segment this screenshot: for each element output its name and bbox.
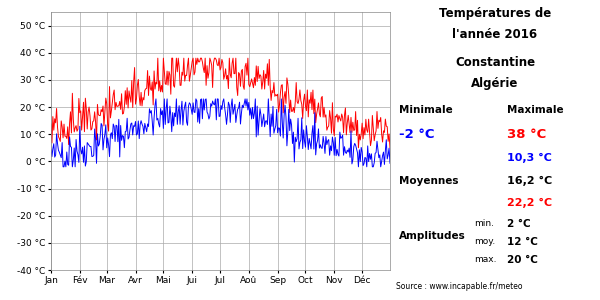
Text: Constantine: Constantine (455, 56, 535, 68)
Text: Maximale: Maximale (507, 105, 563, 115)
Text: -2 °C: -2 °C (399, 128, 434, 140)
Text: 38 °C: 38 °C (507, 128, 546, 140)
Text: Minimale: Minimale (399, 105, 453, 115)
Text: 22,2 °C: 22,2 °C (507, 198, 552, 208)
Text: Source : www.incapable.fr/meteo: Source : www.incapable.fr/meteo (396, 282, 523, 291)
Text: 20 °C: 20 °C (507, 255, 538, 265)
Text: max.: max. (474, 255, 497, 264)
Text: l'année 2016: l'année 2016 (452, 28, 538, 41)
Text: Moyennes: Moyennes (399, 176, 458, 185)
Text: 12 °C: 12 °C (507, 237, 538, 247)
Text: Algérie: Algérie (472, 76, 518, 89)
Text: min.: min. (474, 219, 494, 228)
Text: Amplitudes: Amplitudes (399, 231, 466, 241)
Text: moy.: moy. (474, 237, 495, 246)
Text: Températures de: Températures de (439, 8, 551, 20)
Text: 10,3 °C: 10,3 °C (507, 153, 552, 163)
Text: 16,2 °C: 16,2 °C (507, 176, 552, 186)
Text: 2 °C: 2 °C (507, 219, 530, 229)
